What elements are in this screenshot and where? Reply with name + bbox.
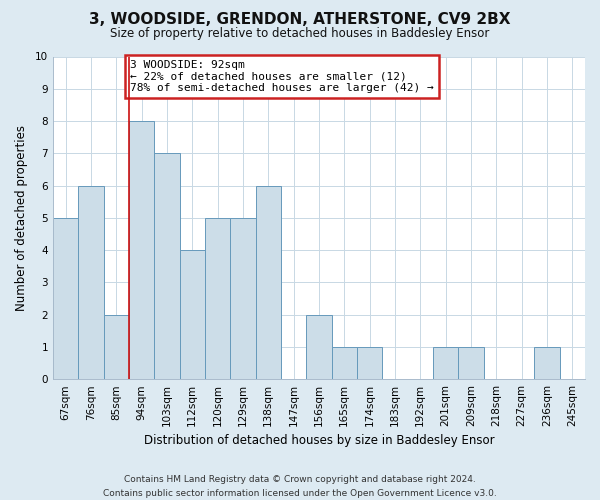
Y-axis label: Number of detached properties: Number of detached properties — [15, 125, 28, 311]
Bar — [357, 347, 382, 379]
Bar — [154, 154, 179, 379]
Bar — [433, 347, 458, 379]
Bar — [179, 250, 205, 379]
Bar — [129, 121, 154, 379]
Bar — [306, 314, 332, 379]
Text: Size of property relative to detached houses in Baddesley Ensor: Size of property relative to detached ho… — [110, 28, 490, 40]
Bar — [53, 218, 78, 379]
Text: 3, WOODSIDE, GRENDON, ATHERSTONE, CV9 2BX: 3, WOODSIDE, GRENDON, ATHERSTONE, CV9 2B… — [89, 12, 511, 28]
Text: 3 WOODSIDE: 92sqm
← 22% of detached houses are smaller (12)
78% of semi-detached: 3 WOODSIDE: 92sqm ← 22% of detached hous… — [130, 60, 434, 93]
Bar — [535, 347, 560, 379]
Bar — [332, 347, 357, 379]
Bar — [458, 347, 484, 379]
Bar — [256, 186, 281, 379]
Bar — [78, 186, 104, 379]
Bar — [205, 218, 230, 379]
Bar — [230, 218, 256, 379]
Bar — [104, 314, 129, 379]
X-axis label: Distribution of detached houses by size in Baddesley Ensor: Distribution of detached houses by size … — [143, 434, 494, 448]
Text: Contains HM Land Registry data © Crown copyright and database right 2024.
Contai: Contains HM Land Registry data © Crown c… — [103, 476, 497, 498]
